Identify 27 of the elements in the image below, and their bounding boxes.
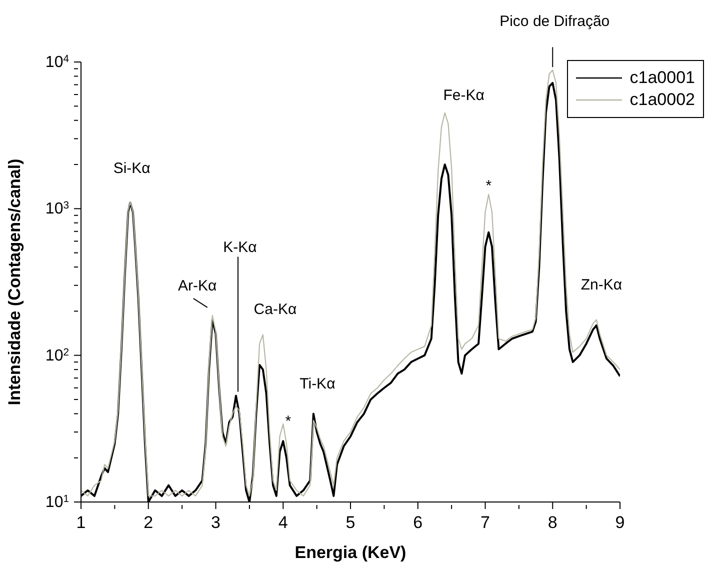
annotation: K-Kα xyxy=(223,238,258,256)
annotation: * xyxy=(285,413,292,430)
x-axis-title: Energia (KeV) xyxy=(294,543,406,562)
x-tick-label: 8 xyxy=(548,513,558,532)
x-tick-label: 2 xyxy=(144,513,154,532)
annotation: Pico de Difração xyxy=(500,13,610,30)
x-tick-label: 7 xyxy=(480,513,490,532)
x-tick-label: 3 xyxy=(211,513,220,532)
x-tick-label: 9 xyxy=(615,513,625,532)
annotation: * xyxy=(486,177,492,194)
x-tick-label: 4 xyxy=(278,513,288,532)
y-axis-title: Intensidade (Contagens/canal) xyxy=(5,158,24,406)
y-tick-label: 10$^{3}$ xyxy=(45,200,70,218)
x-tick-label: 1 xyxy=(76,513,86,532)
annotation: Zn-Kα xyxy=(580,276,622,294)
annotation: Fe-Kα xyxy=(443,86,485,104)
x-tick-label: 5 xyxy=(346,513,356,532)
legend-label: c1a0002 xyxy=(630,89,695,111)
y-tick-label: 10$^{4}$ xyxy=(45,54,70,71)
y-tick-label: 10$^{2}$ xyxy=(45,346,70,364)
annotation: Ar-Kα xyxy=(178,277,218,294)
annotation: Ca-Kα xyxy=(254,300,297,318)
legend-label: c1a0001 xyxy=(630,67,695,89)
annotation: Ti-Kα xyxy=(300,376,336,393)
x-tick-label: 6 xyxy=(413,513,423,532)
annotation: Si-Kα xyxy=(113,160,151,178)
y-tick-label: 10$^{1}$ xyxy=(45,494,70,511)
